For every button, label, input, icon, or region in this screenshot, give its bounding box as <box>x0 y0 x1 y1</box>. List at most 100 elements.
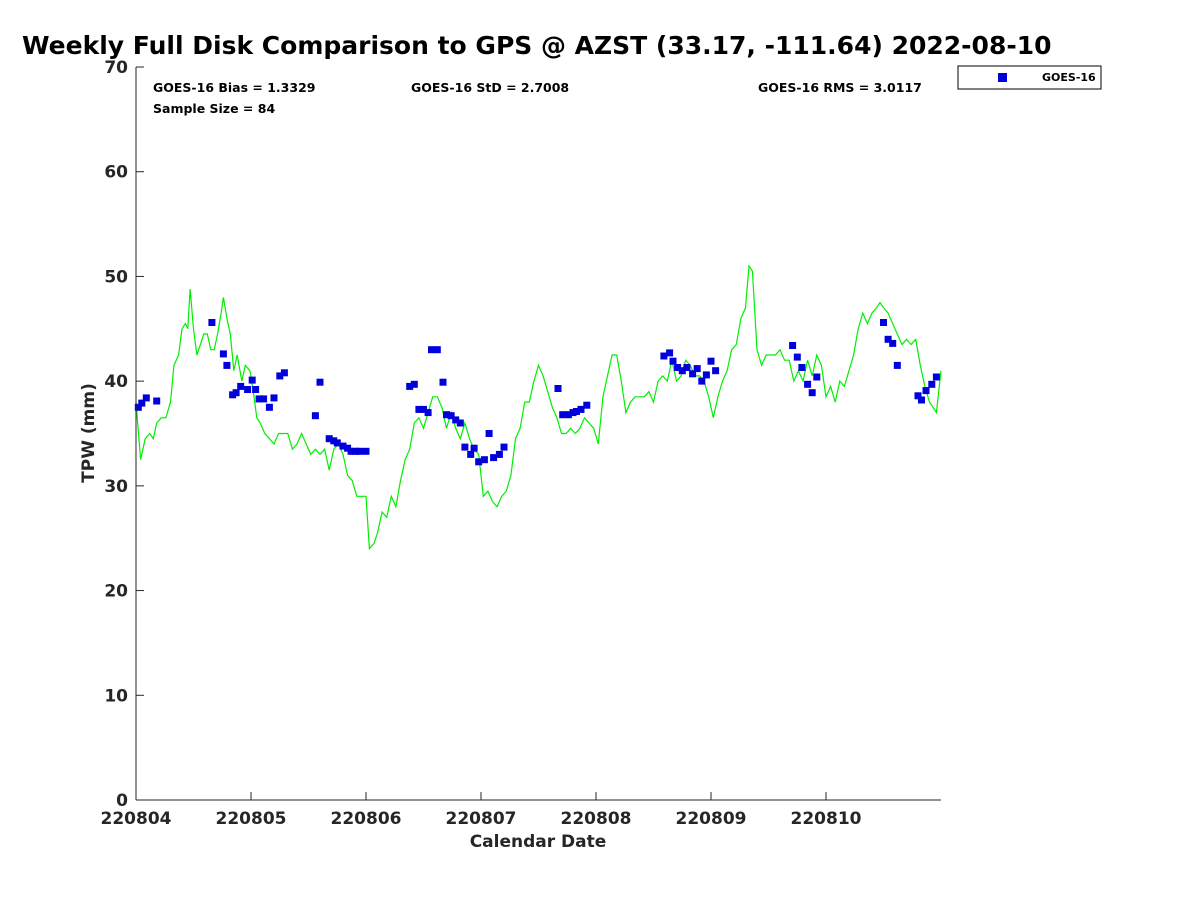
data-point-46 <box>480 456 488 464</box>
std-stat: GOES-16 StD = 2.7008 <box>411 80 569 95</box>
data-point-78 <box>889 339 897 347</box>
y-axis: 0 10 20 30 40 50 60 70 <box>104 58 144 811</box>
data-point-66 <box>698 377 706 385</box>
data-point-32 <box>415 405 423 413</box>
legend-box <box>957 65 1102 90</box>
y-tick-label-30: 30 <box>104 477 128 497</box>
data-point-51 <box>554 385 562 392</box>
data-point-44 <box>470 444 478 452</box>
data-point-77 <box>884 335 892 343</box>
data-point-34 <box>424 409 432 417</box>
data-point-12 <box>252 386 260 393</box>
gps-line <box>135 264 942 551</box>
data-point-83 <box>928 380 936 388</box>
data-point-58 <box>660 352 668 360</box>
data-point-26 <box>347 447 355 455</box>
data-point-64 <box>689 370 697 378</box>
data-point-80 <box>914 392 922 400</box>
data-point-41 <box>456 419 464 427</box>
data-point-21 <box>325 435 333 443</box>
data-point-16 <box>270 394 278 402</box>
legend-marker <box>998 73 1007 82</box>
chart-title: Weekly Full Disk Comparison to GPS @ AZS… <box>22 31 1052 60</box>
data-point-82 <box>922 387 930 395</box>
x-tick-label-220809: 220809 <box>676 809 747 829</box>
legend-label: GOES-16 <box>1042 71 1096 84</box>
data-point-31 <box>410 380 418 388</box>
data-point-59 <box>666 349 674 357</box>
data-point-9 <box>237 382 245 390</box>
data-point-13 <box>255 395 263 403</box>
data-point-30 <box>406 382 414 390</box>
data-point-24 <box>339 442 347 450</box>
x-tick-label-220804: 220804 <box>101 809 172 829</box>
data-point-14 <box>260 395 268 403</box>
data-point-70 <box>789 342 797 349</box>
data-point-76 <box>880 319 887 326</box>
data-point-69 <box>712 367 720 375</box>
plot-area <box>136 67 941 800</box>
x-tick-label-220807: 220807 <box>446 809 517 829</box>
data-point-53 <box>564 411 572 419</box>
data-point-81 <box>918 396 925 404</box>
data-point-39 <box>447 412 455 420</box>
data-point-4 <box>208 319 216 326</box>
data-point-37 <box>439 378 447 386</box>
data-point-19 <box>311 412 319 420</box>
data-point-10 <box>244 386 252 393</box>
data-point-48 <box>490 454 498 462</box>
data-point-0 <box>134 403 142 411</box>
data-point-43 <box>467 450 475 458</box>
sample-size-stat: Sample Size = 84 <box>153 101 275 116</box>
y-tick-label-70: 70 <box>104 58 128 78</box>
legend: GOES-16 <box>957 65 1102 90</box>
data-point-67 <box>702 371 710 379</box>
data-point-8 <box>232 389 240 397</box>
gps-line-series <box>135 264 942 551</box>
data-point-40 <box>452 416 460 424</box>
data-point-18 <box>280 369 288 377</box>
data-point-61 <box>674 364 682 371</box>
y-tick-label-10: 10 <box>104 686 128 706</box>
data-point-45 <box>475 458 483 466</box>
y-axis-label: TPW (mm) <box>79 383 99 483</box>
data-point-71 <box>793 353 801 361</box>
data-point-6 <box>223 361 231 369</box>
data-point-3 <box>153 397 161 405</box>
data-point-47 <box>485 430 493 437</box>
data-point-68 <box>707 357 715 365</box>
data-point-15 <box>265 403 273 411</box>
data-point-65 <box>693 365 701 373</box>
data-point-75 <box>813 373 821 381</box>
data-point-17 <box>276 372 284 380</box>
data-point-11 <box>248 376 256 384</box>
data-point-42 <box>461 443 469 451</box>
data-point-23 <box>333 439 341 447</box>
data-point-49 <box>495 450 503 458</box>
x-axis-label: Calendar Date <box>470 832 607 852</box>
y-tick-label-0: 0 <box>116 791 128 811</box>
data-point-20 <box>316 378 324 386</box>
y-tick-label-60: 60 <box>104 163 128 183</box>
data-point-52 <box>559 411 567 419</box>
data-point-84 <box>932 373 940 381</box>
data-point-72 <box>798 364 806 371</box>
data-point-74 <box>808 389 816 397</box>
data-point-56 <box>577 405 585 413</box>
goes16-scatter-series <box>134 319 940 466</box>
data-point-73 <box>804 380 812 388</box>
data-point-50 <box>500 443 508 451</box>
data-point-28 <box>355 447 363 455</box>
data-point-62 <box>678 367 686 375</box>
y-tick-label-50: 50 <box>104 267 128 287</box>
data-point-33 <box>420 405 427 413</box>
data-point-63 <box>683 364 691 371</box>
data-point-36 <box>433 346 441 354</box>
y-tick-label-40: 40 <box>104 372 128 392</box>
data-point-79 <box>893 361 901 369</box>
y-tick-label-20: 20 <box>104 582 128 602</box>
rms-stat: GOES-16 RMS = 3.0117 <box>758 80 922 95</box>
data-point-60 <box>669 357 677 365</box>
data-point-38 <box>443 411 450 419</box>
data-point-35 <box>428 346 435 354</box>
